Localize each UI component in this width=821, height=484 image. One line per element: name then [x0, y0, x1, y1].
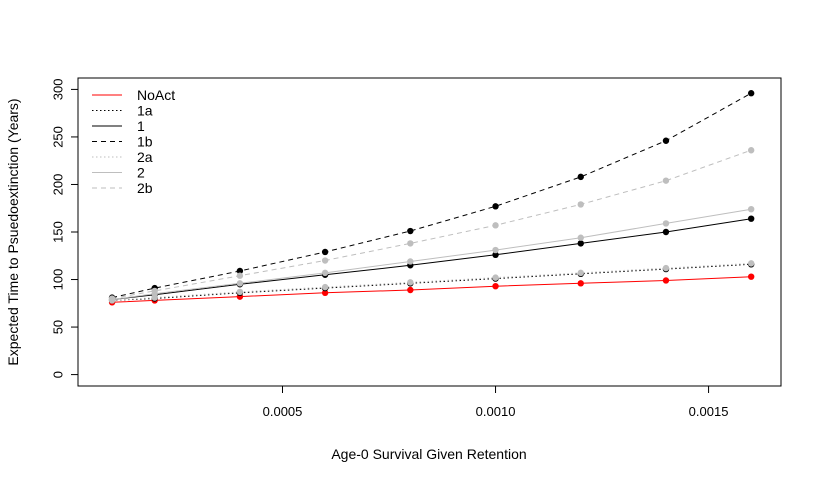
- series-line-1a: [112, 263, 752, 301]
- data-point-2b: [236, 272, 244, 279]
- data-point-2b: [662, 177, 670, 184]
- data-point-1: [662, 228, 670, 236]
- data-point-2: [236, 280, 244, 287]
- data-point-2b: [577, 201, 584, 208]
- x-axis-label: Age-0 Survival Given Retention: [331, 446, 526, 462]
- data-point-2: [321, 269, 329, 277]
- data-point-2a: [577, 269, 584, 277]
- data-point-2: [492, 246, 499, 254]
- legend-label-1b: 1b: [137, 133, 153, 149]
- y-tick-label: 250: [51, 126, 66, 148]
- data-point-2: [407, 258, 414, 265]
- plot-frame: [77, 77, 782, 387]
- data-point-noact: [492, 282, 499, 290]
- data-point-1b: [747, 90, 755, 97]
- data-point-1b: [577, 173, 584, 181]
- data-point-1b: [407, 227, 414, 235]
- data-point-2b: [747, 147, 755, 154]
- data-point-2a: [236, 288, 244, 296]
- legend-label-2: 2: [137, 164, 145, 180]
- x-tick-label: 0.0005: [263, 404, 303, 419]
- legend-label-1a: 1a: [137, 102, 153, 118]
- y-tick-label: 200: [51, 174, 66, 196]
- data-point-noact: [321, 289, 329, 297]
- data-point-2a: [662, 264, 670, 272]
- data-point-2b: [321, 257, 329, 264]
- data-point-2a: [321, 283, 329, 291]
- legend-label-2a: 2a: [137, 149, 153, 165]
- data-point-1b: [321, 248, 329, 256]
- data-point-1: [492, 251, 499, 259]
- data-point-1b: [236, 267, 244, 275]
- y-tick-label: 0: [51, 371, 66, 378]
- series-lines: [111, 92, 752, 303]
- y-tick-label: 100: [51, 269, 66, 291]
- data-point-2b: [492, 222, 499, 229]
- data-point-1b: [492, 203, 499, 210]
- data-point-2: [662, 220, 670, 227]
- data-point-noact: [662, 277, 670, 284]
- legend-label-1: 1: [137, 118, 145, 134]
- data-point-noact: [747, 273, 755, 280]
- data-point-1: [577, 240, 584, 247]
- legend-label-2b: 2b: [137, 180, 153, 196]
- y-tick-label: 150: [51, 221, 66, 243]
- y-tick-label: 300: [51, 79, 66, 101]
- data-point-2: [577, 234, 584, 241]
- x-axis: 0.0005 0.0010 0.0015: [263, 386, 729, 419]
- y-axis: 0 50 100 150 200 250 300: [51, 79, 78, 378]
- y-axis-label: Expected Time to Psuedoextinction (Years…: [5, 98, 21, 365]
- y-tick-label: 50: [51, 320, 66, 334]
- series-line-1b: [111, 92, 752, 299]
- series-line-2: [112, 208, 752, 300]
- data-point-2b: [151, 287, 158, 295]
- data-point-1b: [662, 137, 670, 144]
- data-point-2b: [407, 240, 414, 247]
- data-point-2a: [407, 279, 414, 286]
- data-point-2: [747, 205, 755, 213]
- data-point-2a: [492, 274, 499, 281]
- data-point-noact: [407, 286, 414, 294]
- series-line-2b: [112, 149, 752, 299]
- data-point-noact: [577, 280, 584, 287]
- data-point-1: [747, 215, 755, 222]
- legend-label-noact: NoAct: [137, 87, 175, 103]
- x-tick-label: 0.0010: [476, 404, 516, 419]
- data-point-2b: [108, 295, 116, 302]
- series-points: [108, 90, 755, 306]
- x-tick-label: 0.0015: [689, 404, 729, 419]
- data-point-2a: [747, 260, 755, 267]
- series-line-noact: [112, 276, 752, 303]
